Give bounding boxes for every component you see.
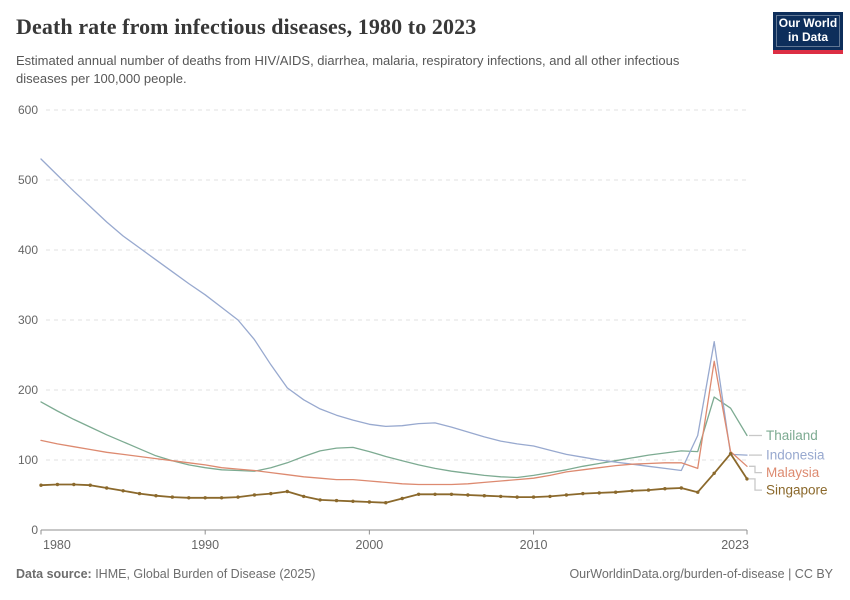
singapore-point [252,493,257,497]
x-axis-tick-label: 1980 [43,538,71,552]
singapore-point [696,490,700,494]
legend-label-malaysia[interactable]: Malaysia [766,465,820,480]
series-line-malaysia[interactable] [40,360,748,486]
y-axis-tick-label: 300 [18,313,38,327]
singapore-point [745,477,749,481]
singapore-point [236,495,240,499]
series-line-thailand[interactable] [40,396,748,479]
owid-logo-line2: in Data [787,30,828,44]
singapore-point [39,483,43,487]
singapore-point [170,495,175,499]
page-title: Death rate from infectious diseases, 198… [16,14,477,39]
legend-connector-malaysia [749,465,762,474]
singapore-point [367,500,372,504]
singapore-point [548,494,552,499]
singapore-point [285,489,289,494]
singapore-point [499,494,503,499]
singapore-point [630,489,634,493]
y-axis-tick-label: 600 [18,103,38,117]
y-axis-tick-label: 500 [18,173,38,187]
singapore-point [416,492,421,496]
chart-subtitle: Estimated annual number of deaths from H… [16,53,680,86]
singapore-point [712,471,716,475]
singapore-point [137,491,142,496]
data-source-text: IHME, Global Burden of Disease (2025) [91,567,316,581]
legend-connector-singapore [749,478,762,491]
x-axis-tick-label: 2023 [721,538,749,552]
singapore-point [482,494,487,498]
cc-by-link[interactable]: CC BY [794,567,833,581]
singapore-point [269,491,273,496]
singapore-point [301,494,306,499]
singapore-point [466,493,470,497]
x-axis-tick-label: 2000 [355,538,383,552]
data-source: Data source: IHME, Global Burden of Dise… [16,567,315,581]
owid-url-link[interactable]: OurWorldinData.org/burden-of-disease [569,567,785,581]
singapore-point [531,495,536,499]
y-axis-tick-label: 0 [31,523,38,537]
singapore-point [679,486,684,490]
owid-logo-line1: Our World [778,16,838,31]
y-axis-tick-label: 100 [18,453,38,467]
singapore-point [351,499,355,503]
singapore-point [187,496,191,500]
footer-right: OurWorldinData.org/burden-of-disease | C… [569,567,833,581]
singapore-point [728,452,733,456]
y-axis-tick-label: 200 [18,383,38,397]
singapore-point [154,494,158,498]
owid-logo[interactable]: Our World in Data [773,12,843,54]
singapore-point [88,483,92,487]
legend-label-singapore[interactable]: Singapore [766,483,828,498]
chart-footer: Data source: IHME, Global Burden of Dise… [16,567,833,581]
singapore-point [663,487,667,491]
singapore-point [515,495,519,499]
owid-logo-accent-bar [773,50,843,54]
x-axis-tick-label: 1990 [191,538,219,552]
series-line-singapore[interactable] [40,452,748,504]
singapore-point [646,488,651,492]
y-axis-tick-label: 400 [18,243,38,257]
singapore-point [121,489,125,493]
owid-logo-background: Our World in Data [773,12,843,50]
singapore-point [203,496,207,500]
singapore-point [72,482,76,487]
x-axis-tick-label: 2010 [520,538,548,552]
legend-label-thailand[interactable]: Thailand [766,428,818,443]
legend-label-indonesia[interactable]: Indonesia [766,448,825,463]
singapore-point [581,491,585,496]
singapore-point [564,493,569,497]
singapore-point [104,486,109,490]
singapore-point [318,498,322,502]
singapore-point [433,492,437,496]
singapore-point [613,490,618,494]
singapore-point [334,498,339,503]
singapore-point [400,496,404,501]
singapore-point [597,491,601,495]
singapore-point [449,492,454,496]
singapore-point [55,482,60,487]
data-source-label: Data source: [16,567,92,581]
singapore-point [219,496,224,500]
footer-separator: | [784,567,795,581]
singapore-point [384,501,388,505]
series-line-indonesia[interactable] [40,158,748,472]
